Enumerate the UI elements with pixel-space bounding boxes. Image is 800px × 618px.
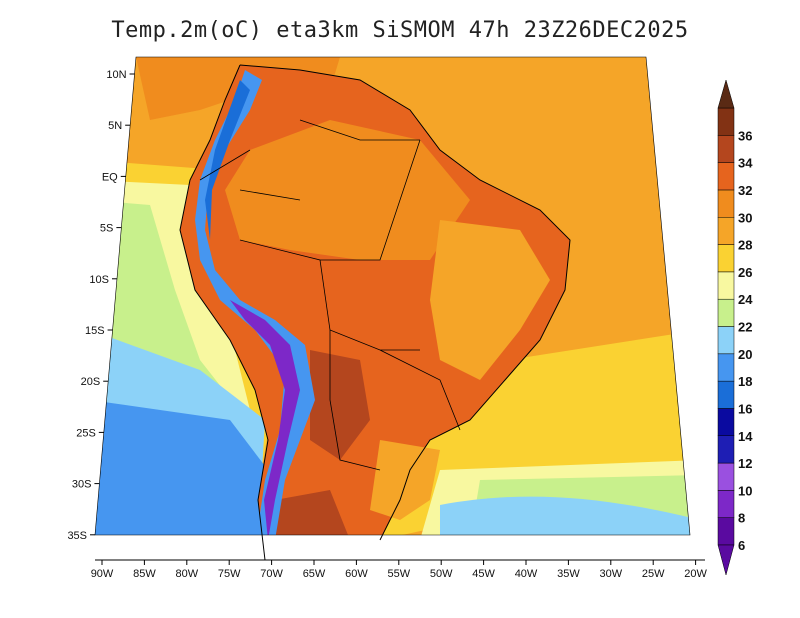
pacific-blue-region [95,400,268,535]
colorbar-swatch [717,435,735,464]
lon-tick-label: 35W [557,568,580,580]
lat-tick-label: 30S [72,479,92,491]
lon-tick-label: 65W [303,568,326,580]
colorbar-top-arrow [717,79,735,109]
lon-tick-label: 70W [260,568,283,580]
colorbar-swatch [717,189,735,218]
amazon-region [225,120,470,260]
colorbar-label: 28 [738,238,752,253]
colorbar-label: 36 [738,128,752,143]
map-title: Temp.2m(oC) eta3km SiSMOM 47h 23Z26DEC20… [111,18,689,43]
colorbar-swatch [717,107,735,136]
andes-cold-core [215,280,300,535]
colorbar-label: 8 [738,511,745,526]
lat-tick-label: 15S [85,325,105,337]
colorbar-label: 32 [738,183,752,198]
longitude-axis: 90W 85W 80W 75W 70W 65W 60W 55W 50W 45W 40W 35W 30W 2… [91,559,708,580]
lon-tick-label: 55W [387,568,410,580]
colorbar-label: 14 [738,429,753,444]
map-field [95,57,690,535]
andes-north-core [205,80,250,240]
lon-tick-label: 30W [599,568,622,580]
lon-tick-label: 20W [684,568,707,580]
colorbar: 6 8 10 12 14 16 18 20 22 24 26 28 30 32 34 36 [717,79,753,576]
colorbar-label: 34 [738,156,753,171]
lat-tick-label: 25S [76,427,96,439]
latitude-axis: 10N 5N EQ 5S 10S 15S 20S 25S 30S 35S [67,69,135,542]
lon-tick-label: 75W [218,568,241,580]
lat-tick-label: 5S [100,223,113,235]
lon-tick-label: 90W [91,568,114,580]
colorbar-swatch [717,490,735,518]
lat-tick-label: 10N [106,69,126,81]
coastline [179,64,571,561]
lat-tick-label: 35S [67,530,87,542]
colorbar-swatch [717,517,735,546]
colorbar-swatch [717,353,735,382]
patagonia-hot-region [275,490,350,535]
lat-tick-label: 10S [89,274,109,286]
colorbar-swatch [717,271,735,300]
lat-tick-label: 20S [81,376,101,388]
country-borders [199,119,461,471]
lon-tick-label: 85W [133,568,156,580]
lat-tick-label: 5N [108,120,122,132]
lon-tick-label: 80W [175,568,198,580]
map-frame [94,56,691,536]
lon-tick-label: 60W [345,568,368,580]
colorbar-swatch [717,380,735,409]
colorbar-swatch [717,217,735,245]
colorbar-label: 20 [738,347,752,362]
colorbar-swatch [717,462,735,491]
colorbar-label: 22 [738,320,752,335]
colorbar-label: 30 [738,210,752,225]
colorbar-swatch [717,162,735,191]
colorbar-swatch [717,135,735,163]
colorbar-swatch [717,326,735,355]
colorbar-swatch [717,298,735,327]
colorbar-label: 10 [738,483,752,498]
chaco-hot-region [310,350,370,460]
lat-tick-label: EQ [102,171,118,183]
colorbar-label: 26 [738,265,752,280]
colorbar-swatch [717,408,735,436]
atlantic-cyan-region [440,496,690,535]
colorbar-label: 16 [738,401,752,416]
lon-tick-label: 40W [515,568,538,580]
colorbar-label: 6 [738,538,745,553]
lon-tick-label: 45W [472,568,495,580]
colorbar-label: 12 [738,456,752,471]
lon-tick-label: 50W [430,568,453,580]
southern-brazil-region [370,440,440,520]
colorbar-label: 24 [738,292,753,307]
colorbar-label: 18 [738,374,752,389]
brazil-east-region [430,220,550,380]
lon-tick-label: 25W [642,568,665,580]
colorbar-bottom-arrow [717,544,735,576]
colorbar-swatch [717,244,735,273]
